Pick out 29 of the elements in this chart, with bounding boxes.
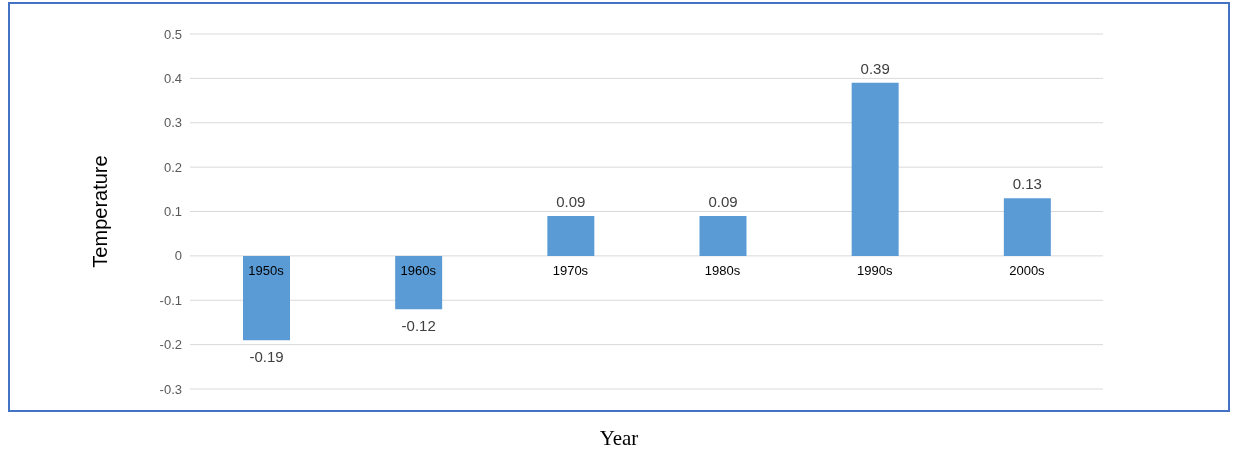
x-tick-label: 1970s (552, 262, 589, 278)
x-tick-label: 1980s (704, 262, 741, 278)
bar (851, 82, 899, 256)
y-tick-label: -0.2 (159, 337, 182, 353)
y-axis-title: Temperature (89, 155, 112, 268)
y-tick-label: -0.3 (159, 381, 182, 397)
y-tick-label: 0.4 (163, 70, 182, 86)
y-tick-label: 0.5 (163, 26, 182, 42)
data-label: 0.09 (556, 192, 586, 210)
y-tick-label: 0 (174, 248, 182, 264)
x-tick-label: 1950s (248, 262, 285, 278)
data-label: 0.13 (1012, 175, 1042, 193)
x-tick-label: 2000s (1009, 262, 1046, 278)
bar (699, 215, 747, 256)
bar (1003, 198, 1051, 256)
y-tick-label: 0.2 (163, 159, 182, 175)
bar (243, 255, 290, 341)
x-tick-label: 1960s (400, 262, 437, 278)
data-label: 0.09 (708, 192, 738, 210)
y-tick-label: 0.3 (163, 115, 182, 131)
data-label: 0.39 (860, 59, 890, 77)
x-tick-label: 1990s (857, 262, 893, 278)
data-label: -0.12 (401, 317, 436, 335)
bar (547, 215, 595, 256)
x-axis-title: Year (598, 426, 640, 451)
data-label: -0.19 (249, 348, 284, 366)
y-tick-label: 0.1 (163, 204, 182, 220)
bar (395, 255, 443, 310)
y-tick-label: -0.1 (159, 292, 182, 308)
